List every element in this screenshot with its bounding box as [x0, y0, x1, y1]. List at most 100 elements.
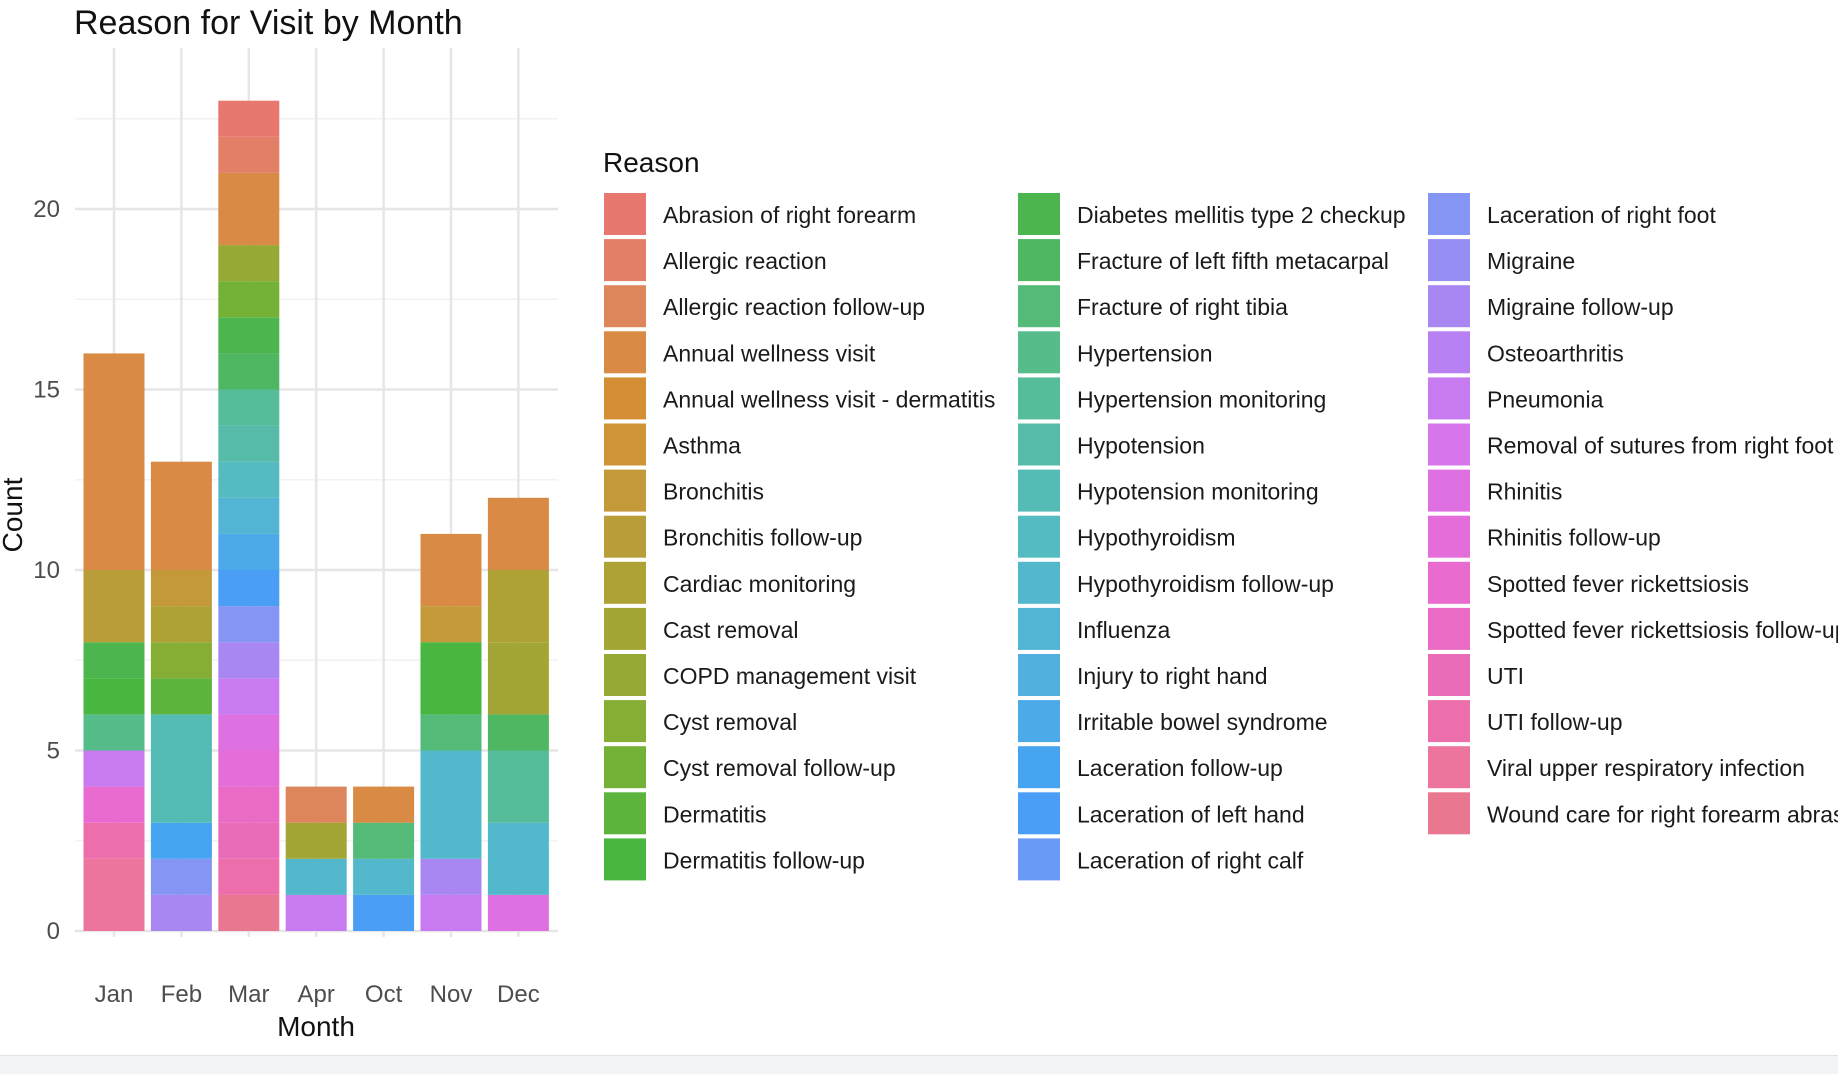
legend-key	[1428, 285, 1470, 328]
bar-segment	[218, 389, 280, 426]
legend-key	[1428, 193, 1470, 235]
legend-key	[1018, 377, 1060, 420]
bar-segment	[487, 497, 549, 570]
legend-label: Rhinitis follow-up	[1487, 525, 1661, 551]
bar-stack-layer	[83, 100, 549, 931]
legend-key	[604, 561, 646, 604]
legend-key	[604, 285, 646, 328]
legend-label: Laceration follow-up	[1077, 755, 1283, 781]
bar-segment	[353, 786, 415, 823]
bar-segment	[285, 786, 347, 823]
bar-segment	[83, 353, 145, 570]
bar-segment	[487, 570, 549, 643]
bar-segment	[150, 461, 212, 570]
legend-label: Hypotension	[1077, 433, 1205, 459]
legend-key	[1428, 423, 1470, 466]
bar-segment	[83, 786, 145, 823]
bar-segment	[83, 858, 145, 931]
y-axis-ticks: 0 5 10 15 20	[33, 196, 60, 945]
legend-key	[1428, 331, 1470, 374]
legend-key	[604, 746, 646, 789]
legend-label: Influenza	[1077, 617, 1171, 643]
legend-key	[604, 838, 646, 881]
bar-segment	[218, 281, 280, 318]
legend-label: UTI follow-up	[1487, 709, 1622, 735]
legend-label: Pneumonia	[1487, 386, 1604, 412]
bar-segment	[150, 714, 212, 823]
legend-label: Hypothyroidism	[1077, 525, 1236, 551]
legend-key	[1018, 561, 1060, 604]
bar-segment	[487, 714, 549, 751]
bar-segment	[218, 894, 280, 931]
legend: Abrasion of right forearm Allergic reacti…	[604, 193, 1838, 881]
bar-segment	[218, 425, 280, 462]
legend-label: Spotted fever rickettsiosis follow-up	[1487, 617, 1838, 643]
bar-segment	[420, 858, 482, 895]
bar-segment	[83, 570, 145, 643]
bar-segment	[218, 750, 280, 787]
legend-key	[604, 423, 646, 466]
legend-key	[604, 193, 646, 235]
y-tick-label: 5	[47, 738, 60, 765]
x-tick-label: Nov	[430, 981, 473, 1008]
legend-key	[1018, 792, 1060, 835]
x-tick-label: Feb	[161, 981, 202, 1008]
legend-label: Dermatitis	[663, 801, 767, 827]
legend-label: Hypothyroidism follow-up	[1077, 571, 1334, 597]
y-tick-label: 0	[47, 918, 60, 945]
legend-title: Reason	[603, 147, 700, 178]
legend-key	[1428, 561, 1470, 604]
bar-segment	[487, 894, 549, 931]
bar-segment	[218, 353, 280, 390]
bar-segment	[420, 606, 482, 643]
bar-segment	[150, 642, 212, 679]
legend-key	[604, 654, 646, 696]
x-tick-label: Dec	[497, 981, 540, 1008]
legend-label: Injury to right hand	[1077, 663, 1268, 689]
legend-label: Fracture of right tibia	[1077, 294, 1288, 320]
x-tick-label: Oct	[365, 981, 403, 1008]
legend-label: Annual wellness visit - dermatitis	[663, 386, 995, 412]
legend-key	[1018, 285, 1060, 328]
legend-label: Laceration of left hand	[1077, 801, 1305, 827]
legend-key	[1018, 700, 1060, 743]
legend-label: Migraine follow-up	[1487, 294, 1674, 320]
bar-segment	[218, 678, 280, 715]
bar-segment	[218, 533, 280, 570]
legend-key	[604, 469, 646, 512]
bar-segment	[83, 750, 145, 787]
legend-label: UTI	[1487, 663, 1524, 689]
bar-segment	[150, 678, 212, 715]
legend-label: Cyst removal	[663, 709, 797, 735]
legend-label: Osteoarthritis	[1487, 340, 1624, 366]
x-axis-label: Month	[277, 1011, 355, 1042]
legend-key	[1428, 700, 1470, 743]
legend-key	[1018, 654, 1060, 696]
legend-key	[604, 700, 646, 743]
legend-label: Laceration of right calf	[1077, 847, 1304, 873]
legend-label: Dermatitis follow-up	[663, 847, 865, 873]
bar-segment	[83, 678, 145, 715]
legend-label: Bronchitis	[663, 479, 764, 505]
y-tick-label: 20	[33, 196, 60, 223]
bar-segment	[487, 642, 549, 715]
legend-key	[604, 331, 646, 374]
bar-segment	[487, 750, 549, 823]
legend-key	[604, 607, 646, 650]
legend-key	[1018, 331, 1060, 374]
bar-segment	[83, 822, 145, 859]
legend-label: Asthma	[663, 433, 741, 459]
bar-segment	[420, 750, 482, 859]
bar-segment	[150, 570, 212, 607]
bar-segment	[420, 533, 482, 607]
window-bottom-bar	[0, 1055, 1838, 1074]
chart-title: Reason for Visit by Month	[74, 4, 463, 42]
bar-segment	[150, 606, 212, 643]
bar-segment	[218, 570, 280, 607]
legend-label: Migraine	[1487, 248, 1575, 274]
bar-segment	[218, 172, 280, 246]
legend-label: Hypotension monitoring	[1077, 479, 1319, 505]
bar-segment	[218, 822, 280, 859]
legend-label: Diabetes mellitis type 2 checkup	[1077, 202, 1406, 228]
